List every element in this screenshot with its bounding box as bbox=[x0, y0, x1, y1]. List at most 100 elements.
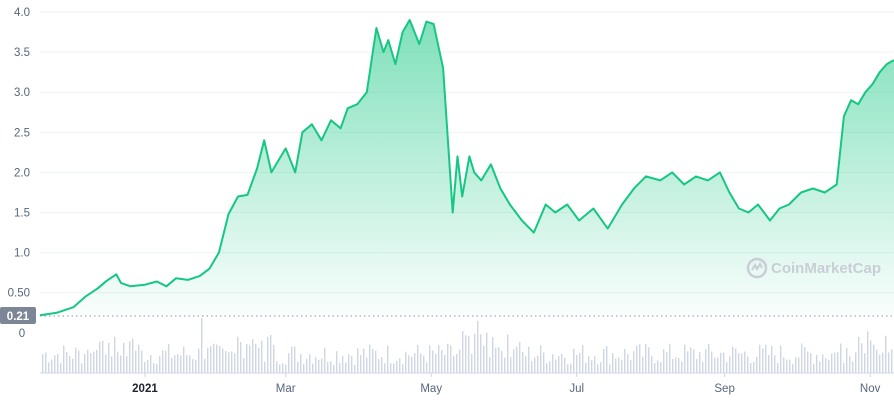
volume-bar bbox=[555, 359, 557, 373]
volume-bar bbox=[270, 334, 272, 373]
volume-bar bbox=[573, 348, 575, 373]
volume-bar bbox=[129, 341, 131, 373]
volume-bar bbox=[747, 356, 749, 373]
volume-bar bbox=[273, 344, 275, 373]
volume-bar bbox=[72, 358, 74, 373]
volume-bar bbox=[636, 345, 638, 373]
volume-bar bbox=[810, 353, 812, 373]
volume-bar bbox=[357, 348, 359, 373]
volume-bar bbox=[264, 361, 266, 373]
x-tick-label: May bbox=[420, 383, 442, 395]
volume-bar bbox=[360, 355, 362, 373]
volume-bar bbox=[345, 362, 347, 373]
volume-bar bbox=[351, 355, 353, 373]
volume-bar bbox=[780, 345, 782, 373]
x-axis-ticks: 2021 Mar May Jul Sep Nov bbox=[132, 373, 881, 395]
volume-bar bbox=[213, 343, 215, 373]
volume-bar bbox=[603, 348, 605, 373]
volume-bar bbox=[243, 358, 245, 373]
volume-bar bbox=[477, 320, 479, 373]
volume-bar bbox=[402, 364, 404, 373]
volume-bar bbox=[42, 354, 44, 373]
volume-bar bbox=[132, 338, 134, 373]
base-line: 0.21 bbox=[0, 307, 894, 324]
volume-bar bbox=[678, 357, 680, 373]
volume-bar bbox=[432, 350, 434, 373]
y-tick-label: 1.5 bbox=[14, 208, 30, 220]
volume-bar bbox=[474, 333, 476, 373]
volume-bar bbox=[258, 347, 260, 373]
volume-bar bbox=[708, 343, 710, 373]
volume-bar bbox=[84, 354, 86, 373]
volume-bar bbox=[651, 355, 653, 373]
volume-bar bbox=[732, 346, 734, 373]
volume-bar bbox=[831, 353, 833, 373]
volume-bar bbox=[699, 352, 701, 373]
volume-bar bbox=[468, 336, 470, 373]
volume-bar bbox=[45, 352, 47, 373]
volume-bar bbox=[816, 354, 818, 373]
volume-bar bbox=[507, 334, 509, 373]
x-tick-label: Jul bbox=[569, 383, 584, 395]
volume-bar bbox=[252, 339, 254, 373]
volume-bar bbox=[633, 351, 635, 373]
volume-bar bbox=[876, 349, 878, 373]
volume-bar bbox=[462, 331, 464, 373]
volume-bar bbox=[324, 347, 326, 373]
volume-bar bbox=[285, 364, 287, 373]
volume-bar bbox=[96, 349, 98, 373]
volume-axis: 0 bbox=[19, 328, 894, 374]
volume-bar bbox=[399, 358, 401, 373]
volume-bar bbox=[315, 357, 317, 373]
volume-bar bbox=[849, 356, 851, 373]
volume-bar bbox=[303, 363, 305, 373]
volume-bar bbox=[549, 361, 551, 373]
volume-bar bbox=[840, 343, 842, 373]
volume-bar bbox=[621, 359, 623, 373]
volume-bar bbox=[513, 349, 515, 373]
volume-bar bbox=[366, 357, 368, 373]
volume-bar bbox=[846, 347, 848, 373]
volume-bar bbox=[444, 354, 446, 373]
volume-bar bbox=[624, 348, 626, 373]
volume-bar bbox=[396, 360, 398, 373]
volume-bar bbox=[753, 361, 755, 373]
volume-bar bbox=[255, 343, 257, 373]
volume-bar bbox=[891, 349, 893, 373]
volume-bar bbox=[807, 351, 809, 373]
volume-bar bbox=[375, 350, 377, 373]
volume-bar bbox=[288, 353, 290, 373]
volume-bar bbox=[516, 346, 518, 373]
volume-bar bbox=[771, 345, 773, 373]
volume-bar bbox=[696, 358, 698, 373]
volume-bar bbox=[195, 359, 197, 373]
volume-bar bbox=[657, 360, 659, 373]
volume-bar bbox=[282, 363, 284, 373]
volume-bar bbox=[690, 347, 692, 373]
volume-bar bbox=[453, 355, 455, 373]
y-tick-label: 0.50 bbox=[8, 288, 30, 300]
volume-bar bbox=[741, 353, 743, 373]
volume-bar bbox=[426, 362, 428, 373]
volume-bar bbox=[78, 350, 80, 373]
volume-bar bbox=[720, 352, 722, 373]
volume-bar bbox=[594, 356, 596, 373]
volume-bar bbox=[597, 364, 599, 373]
volume-bar bbox=[435, 354, 437, 373]
volume-bar bbox=[714, 357, 716, 373]
volume-bar bbox=[372, 349, 374, 373]
price-line bbox=[39, 19, 894, 317]
volume-bar bbox=[198, 348, 200, 373]
volume-bar bbox=[192, 359, 194, 373]
volume-bar bbox=[174, 355, 176, 373]
volume-bar bbox=[735, 348, 737, 373]
volume-bar bbox=[684, 344, 686, 373]
volume-bar bbox=[654, 363, 656, 373]
volume-bar bbox=[759, 344, 761, 373]
volume-bar bbox=[156, 363, 158, 373]
volume-bar bbox=[183, 346, 185, 373]
volume-bar bbox=[471, 353, 473, 373]
volume-bar bbox=[777, 363, 779, 373]
volume-bar bbox=[429, 345, 431, 373]
volume-bar bbox=[348, 354, 350, 373]
